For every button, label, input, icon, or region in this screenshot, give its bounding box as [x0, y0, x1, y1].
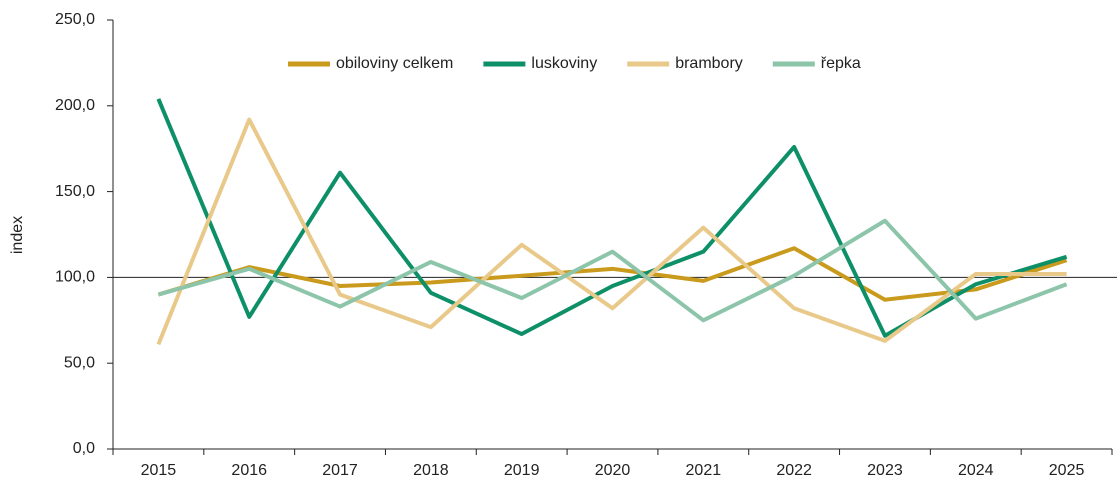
x-tick-label: 2025	[1049, 462, 1085, 479]
x-tick-label: 2019	[504, 462, 540, 479]
x-tick-label: 2015	[141, 462, 177, 479]
y-tick-label: 150,0	[55, 183, 95, 200]
x-tick-label: 2017	[322, 462, 358, 479]
x-tick-label: 2021	[686, 462, 722, 479]
legend-label: brambory	[675, 55, 743, 72]
legend-label: obiloviny celkem	[336, 55, 453, 72]
x-tick-label: 2016	[231, 462, 267, 479]
y-axis-label: index	[9, 216, 26, 254]
y-tick-label: 50,0	[64, 354, 95, 371]
series-line	[157, 246, 1068, 302]
y-tick-label: 100,0	[55, 269, 95, 286]
y-tick-label: 250,0	[55, 11, 95, 28]
x-tick-label: 2020	[595, 462, 631, 479]
series-line	[157, 218, 1068, 323]
legend-label: řepka	[821, 55, 861, 72]
series-line	[156, 98, 1068, 338]
y-tick-label: 0,0	[73, 440, 95, 457]
x-tick-label: 2023	[867, 462, 903, 479]
series-line	[156, 117, 1067, 346]
legend-label: luskoviny	[531, 55, 597, 72]
y-tick-label: 200,0	[55, 97, 95, 114]
x-tick-label: 2018	[413, 462, 449, 479]
x-tick-label: 2024	[958, 462, 994, 479]
x-tick-label: 2022	[776, 462, 812, 479]
